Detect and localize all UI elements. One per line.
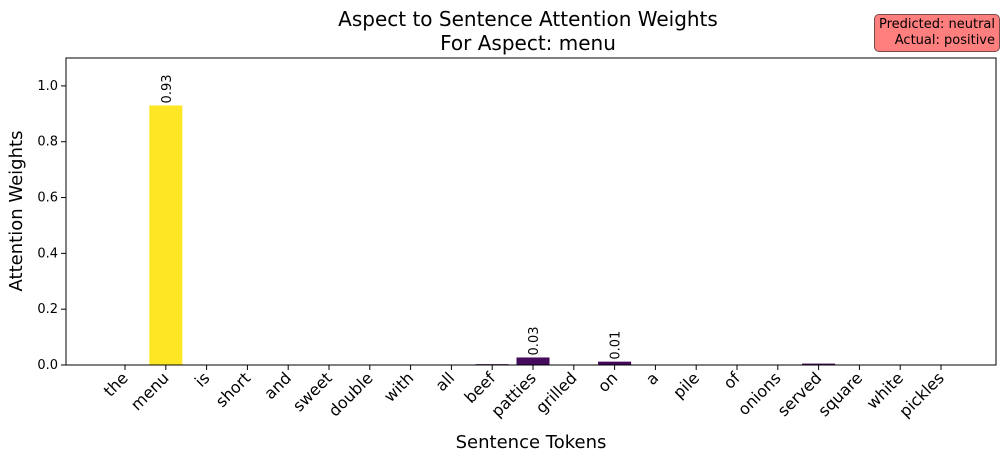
- y-tick-label: 0.0: [37, 358, 58, 373]
- y-axis-label: Attention Weights: [6, 131, 27, 292]
- y-tick-label: 1.0: [37, 79, 58, 94]
- actual-label: Actual: positive: [894, 33, 995, 48]
- x-tick-label: double: [325, 368, 377, 420]
- x-tick-label: is: [191, 368, 213, 390]
- x-tick-label: square: [814, 368, 866, 420]
- x-tick-label: a: [642, 368, 662, 388]
- y-tick-label: 0.2: [37, 302, 58, 317]
- y-tick-label: 0.6: [37, 191, 58, 206]
- x-tick-label: served: [774, 368, 826, 420]
- y-tick-label: 0.4: [37, 246, 58, 261]
- x-tick-label: pile: [669, 368, 703, 402]
- x-tick-label: of: [719, 368, 744, 393]
- data-label: 0.01: [609, 331, 624, 360]
- x-tick-label: short: [212, 368, 255, 411]
- x-tick-label: all: [432, 368, 459, 395]
- bar: [516, 357, 550, 365]
- data-label: 0.93: [160, 74, 175, 103]
- bar: [598, 361, 632, 365]
- bar: [149, 105, 183, 365]
- x-tick-label: on: [594, 368, 622, 396]
- x-axis-label: Sentence Tokens: [456, 432, 607, 453]
- x-tick-label: pickles: [895, 368, 948, 421]
- x-tick-label: and: [260, 368, 295, 403]
- x-tick-label: grilled: [532, 368, 581, 417]
- chart-subtitle: For Aspect: menu: [440, 31, 616, 55]
- data-label: 0.03: [527, 327, 542, 356]
- x-tick-label: with: [380, 368, 417, 405]
- chart-title: Aspect to Sentence Attention Weights: [338, 7, 718, 31]
- plot-frame: [65, 57, 997, 366]
- bar: [802, 363, 836, 365]
- prediction-box: Predicted: neutral Actual: positive: [873, 14, 1000, 52]
- predicted-label: Predicted: neutral: [878, 17, 995, 32]
- x-tick-label: menu: [127, 368, 173, 414]
- x-tick-label: patties: [487, 368, 539, 420]
- y-tick-label: 0.8: [37, 135, 58, 150]
- x-tick-label: the: [100, 368, 132, 400]
